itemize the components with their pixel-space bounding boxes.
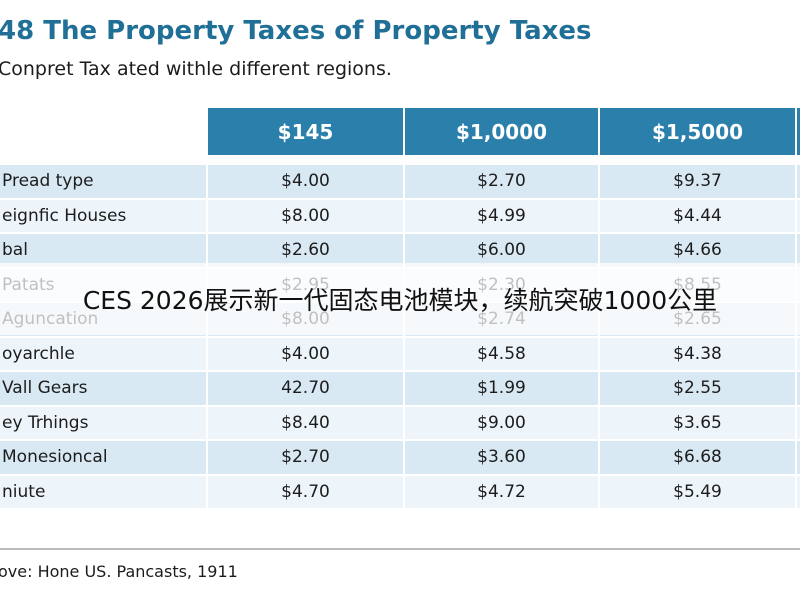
overlay-caption: CES 2026展示新一代固态电池模块，续航突破1000公里 bbox=[82, 286, 718, 315]
divider bbox=[0, 548, 800, 550]
table-cell: $4.00 bbox=[208, 165, 403, 198]
table-cell: $1.99 bbox=[405, 372, 598, 405]
table-cell: $9.00 bbox=[405, 406, 598, 439]
table-cell: $4.38 bbox=[600, 337, 795, 370]
header-cell: $1,0000 bbox=[405, 108, 598, 155]
table-cell-cropped bbox=[797, 406, 800, 439]
table-cell: $2.55 bbox=[600, 372, 795, 405]
table-cell: $4.44 bbox=[600, 199, 795, 232]
table-cell: $2.70 bbox=[405, 165, 598, 198]
table-cell-cropped bbox=[797, 441, 800, 474]
table-cell-cropped bbox=[797, 199, 800, 232]
row-label: Vall Gears bbox=[0, 372, 206, 405]
row-label: bal bbox=[0, 234, 206, 267]
table-cell-cropped bbox=[797, 337, 800, 370]
header-cell: $145 bbox=[208, 108, 403, 155]
table-cell-cropped bbox=[797, 475, 800, 508]
row-label: niute bbox=[0, 475, 206, 508]
table-cell: $5.49 bbox=[600, 475, 795, 508]
header-cell: $1,5000 bbox=[600, 108, 795, 155]
row-label: ey Trhings bbox=[0, 406, 206, 439]
table-cell: $4.66 bbox=[600, 234, 795, 267]
table-cell: $8.00 bbox=[208, 199, 403, 232]
table-cell: $9.37 bbox=[600, 165, 795, 198]
row-label: Pread type bbox=[0, 165, 206, 198]
table-cell: $4.00 bbox=[208, 337, 403, 370]
table-cell: $4.70 bbox=[208, 475, 403, 508]
table-cell-cropped bbox=[797, 234, 800, 267]
table-cell: $2.70 bbox=[208, 441, 403, 474]
table-cell: $3.60 bbox=[405, 441, 598, 474]
overlay-band bbox=[0, 263, 800, 335]
row-label: Monesioncal bbox=[0, 441, 206, 474]
table-cell-cropped bbox=[797, 372, 800, 405]
table-cell: $2.60 bbox=[208, 234, 403, 267]
table-cell: 42.70 bbox=[208, 372, 403, 405]
table-cell: $4.58 bbox=[405, 337, 598, 370]
table-cell-cropped bbox=[797, 165, 800, 198]
row-label: oyarchle bbox=[0, 337, 206, 370]
table-cell: $3.65 bbox=[600, 406, 795, 439]
table-cell: $6.68 bbox=[600, 441, 795, 474]
subtitle: Conpret Tax ated withle different region… bbox=[0, 58, 392, 80]
table-cell: $8.40 bbox=[208, 406, 403, 439]
table-cell: $4.72 bbox=[405, 475, 598, 508]
source: ove: Hone US. Pancasts, 1911 bbox=[0, 562, 238, 581]
header-cell-cropped bbox=[797, 108, 800, 155]
title: 48 The Property Taxes of Property Taxes bbox=[0, 16, 592, 46]
table-cell: $6.00 bbox=[405, 234, 598, 267]
row-label: eignfic Houses bbox=[0, 199, 206, 232]
table-cell: $4.99 bbox=[405, 199, 598, 232]
